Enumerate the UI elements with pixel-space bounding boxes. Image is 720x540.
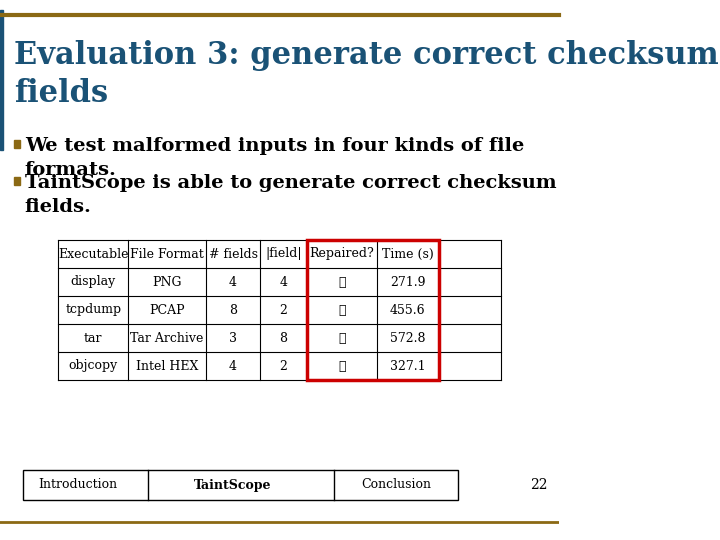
Text: 4: 4 bbox=[229, 360, 237, 373]
Text: File Format: File Format bbox=[130, 247, 204, 260]
Bar bbox=[23, 470, 459, 500]
Text: 3: 3 bbox=[229, 332, 237, 345]
Text: Repaired?: Repaired? bbox=[310, 247, 374, 260]
Text: 327.1: 327.1 bbox=[390, 360, 426, 373]
Text: ✓: ✓ bbox=[338, 360, 346, 373]
Text: 2: 2 bbox=[279, 360, 287, 373]
Text: Intel HEX: Intel HEX bbox=[136, 360, 198, 373]
Text: display: display bbox=[71, 275, 116, 288]
Text: Time (s): Time (s) bbox=[382, 247, 433, 260]
Text: PNG: PNG bbox=[152, 275, 181, 288]
Text: 4: 4 bbox=[229, 275, 237, 288]
Text: TaintScope: TaintScope bbox=[194, 478, 271, 491]
Text: ✓: ✓ bbox=[338, 275, 346, 288]
Text: 8: 8 bbox=[279, 332, 287, 345]
Text: tar: tar bbox=[84, 332, 102, 345]
Text: Introduction: Introduction bbox=[38, 478, 117, 491]
Text: |field|: |field| bbox=[265, 247, 302, 260]
Text: 572.8: 572.8 bbox=[390, 332, 426, 345]
Text: # fields: # fields bbox=[209, 247, 258, 260]
Text: We test malformed inputs in four kinds of file
formats.: We test malformed inputs in four kinds o… bbox=[25, 137, 524, 179]
Text: PCAP: PCAP bbox=[149, 303, 185, 316]
Bar bbox=[14, 177, 20, 185]
Text: Conclusion: Conclusion bbox=[361, 478, 431, 491]
Text: 271.9: 271.9 bbox=[390, 275, 426, 288]
Text: tcpdump: tcpdump bbox=[65, 303, 121, 316]
Bar bbox=[307, 240, 439, 380]
Text: 2: 2 bbox=[279, 303, 287, 316]
Text: Evaluation 3: generate correct checksum
fields: Evaluation 3: generate correct checksum … bbox=[14, 40, 719, 109]
Text: TaintScope is able to generate correct checksum
fields.: TaintScope is able to generate correct c… bbox=[25, 174, 557, 215]
Text: Executable: Executable bbox=[58, 247, 128, 260]
Text: 8: 8 bbox=[229, 303, 237, 316]
Text: 455.6: 455.6 bbox=[390, 303, 426, 316]
Bar bbox=[14, 140, 20, 148]
Bar bbox=[58, 240, 501, 380]
Bar bbox=[0, 10, 3, 150]
Text: objcopy: objcopy bbox=[68, 360, 118, 373]
Text: 4: 4 bbox=[279, 275, 287, 288]
Text: 22: 22 bbox=[530, 478, 548, 492]
Text: Tar Archive: Tar Archive bbox=[130, 332, 204, 345]
Text: ✓: ✓ bbox=[338, 332, 346, 345]
Text: ✓: ✓ bbox=[338, 303, 346, 316]
